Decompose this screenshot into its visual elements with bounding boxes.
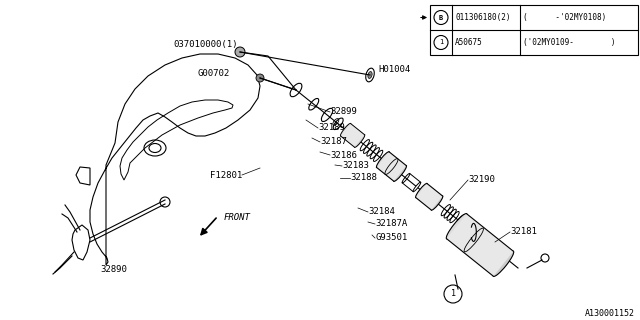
Text: 32187A: 32187A xyxy=(375,220,407,228)
Ellipse shape xyxy=(493,251,514,276)
Ellipse shape xyxy=(376,152,389,168)
Text: 32184: 32184 xyxy=(368,207,395,217)
Text: 037010000(1): 037010000(1) xyxy=(173,39,238,49)
Ellipse shape xyxy=(446,213,467,239)
Text: FRONT: FRONT xyxy=(224,213,251,222)
Text: 32186: 32186 xyxy=(330,150,357,159)
Text: 1: 1 xyxy=(451,290,456,299)
Polygon shape xyxy=(447,214,513,276)
Text: A50675: A50675 xyxy=(455,38,483,47)
Circle shape xyxy=(235,47,245,57)
Text: 32188: 32188 xyxy=(350,173,377,182)
Ellipse shape xyxy=(413,182,420,192)
Text: 32181: 32181 xyxy=(510,228,537,236)
Text: F12801: F12801 xyxy=(210,171,242,180)
Ellipse shape xyxy=(368,72,372,78)
Ellipse shape xyxy=(355,135,365,147)
Text: 32190: 32190 xyxy=(468,175,495,185)
Text: 32890: 32890 xyxy=(100,266,127,275)
Text: ('02MY0109-        ): ('02MY0109- ) xyxy=(523,38,616,47)
Ellipse shape xyxy=(431,196,443,210)
Ellipse shape xyxy=(415,183,428,198)
Ellipse shape xyxy=(340,124,351,136)
Circle shape xyxy=(256,74,264,82)
Polygon shape xyxy=(340,124,365,147)
Text: G00702: G00702 xyxy=(198,69,230,78)
Text: 32187: 32187 xyxy=(320,138,347,147)
Text: A130001152: A130001152 xyxy=(585,309,635,318)
Polygon shape xyxy=(416,184,443,210)
Text: 32189: 32189 xyxy=(318,124,345,132)
Text: 32183: 32183 xyxy=(342,162,369,171)
Text: G93501: G93501 xyxy=(375,234,407,243)
Ellipse shape xyxy=(394,165,406,181)
Text: 011306180(2): 011306180(2) xyxy=(455,13,511,22)
Text: 1: 1 xyxy=(439,39,443,45)
Text: (      -'02MY0108): ( -'02MY0108) xyxy=(523,13,606,22)
Polygon shape xyxy=(376,152,406,181)
Bar xyxy=(430,5,638,55)
Text: H01004: H01004 xyxy=(378,66,410,75)
Text: B: B xyxy=(439,14,443,20)
Text: 32899: 32899 xyxy=(330,108,357,116)
